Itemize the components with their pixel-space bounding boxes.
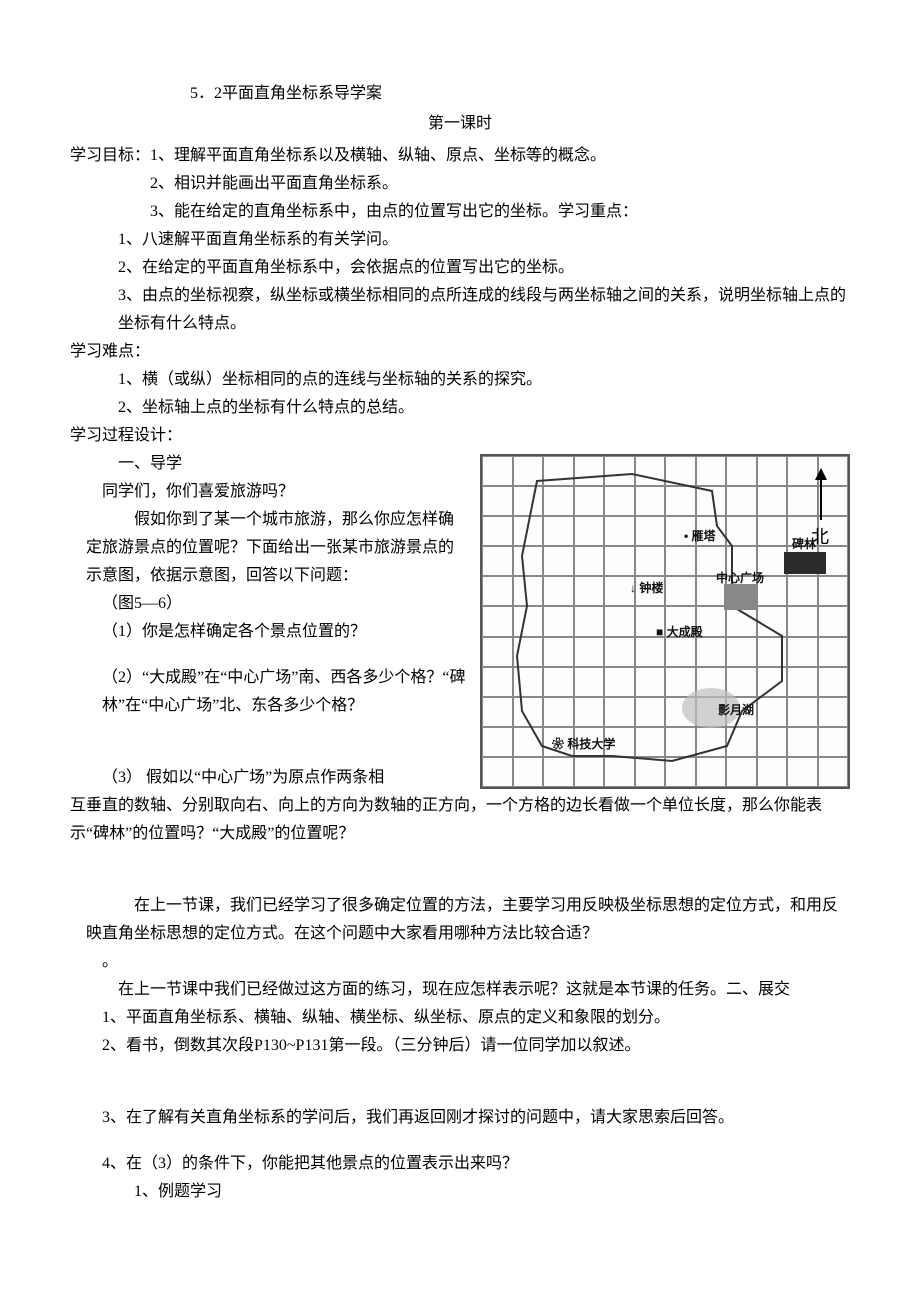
- difficulty-item: 1、横（或纵）坐标相同的点的连线与坐标轴的关系的探究。: [70, 366, 850, 394]
- marker-dachengdian: ■ 大成殿: [656, 622, 703, 643]
- block-beilin: [784, 552, 826, 574]
- label-kejidaxue: 科技大学: [567, 737, 615, 751]
- intro-paragraph: 假如你到了某一个城市旅游，那么你应怎样确定旅游景点的位置呢？下面给出一张某市旅游…: [70, 506, 470, 590]
- label-yanta: 雁塔: [692, 529, 716, 543]
- list-item: 1、例题学习: [70, 1178, 850, 1206]
- marker-zhonglou: ↓ 钟楼: [630, 578, 663, 599]
- figure-reference: （图5—6）: [70, 590, 470, 618]
- list-item: 2、看书，倒数其次段P130~P131第一段。（三分钟后）请一位同学加以叙述。: [70, 1032, 850, 1060]
- list-item: 3、在了解有关直角坐标系的学问后，我们再返回刚才探讨的问题中，请大家思索后回答。: [70, 1104, 850, 1132]
- stray-period: 。: [70, 948, 850, 976]
- label-zhonglou: 钟楼: [639, 581, 663, 595]
- marker-square: 中心广场: [716, 568, 764, 589]
- document-subtitle: 第一课时: [70, 110, 850, 138]
- marker-kejidaxue: ❀ 科技大学: [552, 734, 615, 755]
- marker-beilin: 碑林: [792, 534, 816, 555]
- question-3-line2: 互垂直的数轴、分别取向右、向上的方向为数轴的正方向，一个方格的边长看做一个单位长…: [70, 792, 850, 848]
- north-arrow-line: [820, 480, 822, 520]
- process-heading: 学习过程设计：: [70, 422, 850, 450]
- goals-heading: 学习目标：1、理解平面直角坐标系以及横轴、纵轴、原点、坐标等的概念。: [70, 142, 850, 170]
- goal-item: 2、相识并能画出平面直角坐标系。: [70, 170, 850, 198]
- discussion-p2: 在上一节课中我们已经做过这方面的练习，现在应怎样表示呢？这就是本节课的任务。二、…: [70, 976, 850, 1004]
- question-1: （1）你是怎样确定各个景点位置的？: [70, 618, 470, 646]
- marker-yanta: • 雁塔: [684, 526, 716, 547]
- difficulty-heading: 学习难点：: [70, 338, 850, 366]
- discussion-p1: 在上一节课，我们已经学习了很多确定位置的方法，主要学习用反映极坐标思想的定位方式…: [70, 892, 850, 948]
- question-2: （2）“大成殿”在“中心广场”南、西各多少个格？“碑林”在“中心广场”北、东各多…: [70, 664, 470, 720]
- question-3-line1: （3） 假如以“中心广场”为原点作两条相: [70, 764, 470, 792]
- list-item: 1、平面直角坐标系、横轴、纵轴、横坐标、纵坐标、原点的定义和象限的划分。: [70, 1004, 850, 1032]
- keypoint-item: 1、八速解平面直角坐标系的有关学问。: [70, 226, 850, 254]
- marker-yingyuehu: 影月湖: [718, 700, 754, 721]
- intro-question: 同学们，你们喜爱旅游吗？: [70, 478, 470, 506]
- goal-item: 3、能在给定的直角坐标系中，由点的位置写出它的坐标。学习重点：: [70, 198, 850, 226]
- list-item: 4、在（3）的条件下，你能把其他景点的位置表示出来吗？: [70, 1150, 850, 1178]
- map-figure: 北 • 雁塔 碑林 ↓ 钟楼 中心广场 ■ 大成殿 影月湖 ❀ 科技大学: [480, 450, 850, 789]
- north-arrow-head: [815, 468, 827, 480]
- difficulty-item: 2、坐标轴上点的坐标有什么特点的总结。: [70, 394, 850, 422]
- label-dachengdian: 大成殿: [667, 625, 703, 639]
- section-1-heading: 一、导学: [70, 450, 470, 478]
- keypoint-item: 3、由点的坐标视察，纵坐标或横坐标相同的点所连成的线段与两坐标轴之间的关系，说明…: [70, 282, 850, 338]
- keypoint-item: 2、在给定的平面直角坐标系中，会依据点的位置写出它的坐标。: [70, 254, 850, 282]
- document-title: 5．2平面直角坐标系导学案: [70, 80, 850, 108]
